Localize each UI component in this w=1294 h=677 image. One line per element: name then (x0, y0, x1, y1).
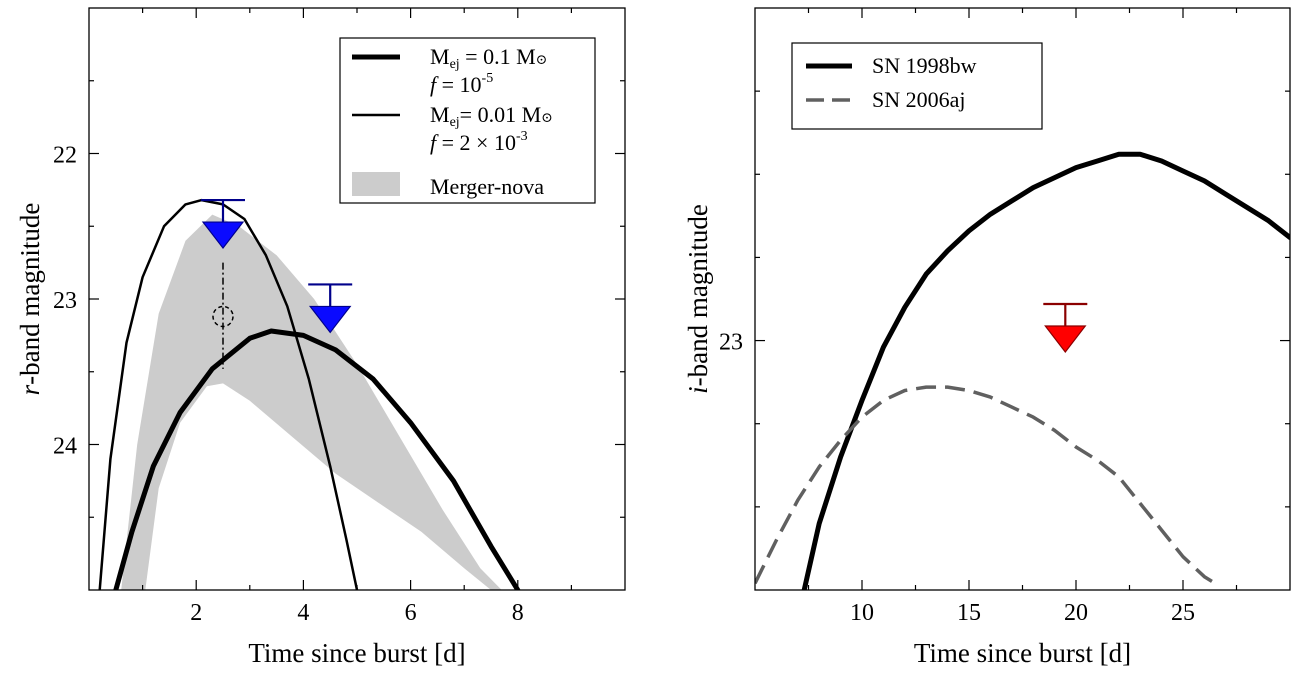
merger-nova-band (121, 214, 502, 590)
legend-box (791, 42, 1043, 130)
x-tick-label: 6 (405, 600, 417, 626)
legend-text-span: M (430, 102, 450, 127)
legend-text-span: = 0.1 M (460, 44, 536, 69)
legend-solar-symbol: ⊙ (536, 53, 548, 68)
x-tick-label: 8 (512, 600, 524, 626)
upper-limit-arrow (1044, 325, 1087, 353)
legend-text-span: = 0.01 M (460, 102, 541, 127)
legend-subscript: ej (450, 57, 460, 72)
legend-label: Mej= 0.01 M⊙ (430, 102, 553, 130)
legend-italic: f (430, 130, 439, 155)
plot-area (755, 151, 1290, 590)
plot-area (98, 198, 521, 590)
y-axis-label-italic: i (683, 386, 713, 394)
upper-limit-marker (1043, 302, 1088, 353)
legend-label: Mej = 0.1 M⊙ (430, 44, 547, 72)
x-tick-label: 15 (957, 600, 981, 626)
x-tick-label: 20 (1064, 600, 1088, 626)
y-tick-label: 22 (53, 143, 77, 169)
x-tick-label: 4 (297, 600, 309, 626)
y-tick-label: 23 (719, 330, 743, 356)
x-tick-label: 10 (850, 600, 874, 626)
series-line-thick-0 (113, 328, 521, 590)
y-axis-label: i-band magnitude (683, 204, 713, 394)
x-tick-label: 25 (1171, 600, 1195, 626)
upper-limit-arrow (201, 221, 245, 250)
legend-label: SN 2006aj (872, 87, 966, 112)
legend-label: f = 2 × 10-3 (430, 129, 528, 155)
right-panel-i-band: 10 15 20 25 23 Time since burst [d] i-band mag… (683, 7, 1291, 668)
upper-limit-arrow (308, 305, 352, 334)
legend-superscript: -3 (516, 129, 528, 144)
legend-italic: f (430, 72, 439, 97)
legend-text-span: = 10 (436, 72, 481, 97)
legend-label: f = 10-5 (430, 71, 493, 97)
legend-solar-symbol: ⊙ (541, 111, 553, 126)
y-tick-label: 24 (53, 434, 77, 460)
x-axis-label: Time since burst [d] (914, 638, 1131, 668)
legend-swatch-band (352, 172, 400, 196)
series-line-sn-1998bw (801, 151, 1290, 590)
upper-limit-marker (308, 283, 353, 334)
y-axis-label-text: -band magnitude (683, 204, 713, 386)
legend-label: Merger-nova (430, 174, 544, 199)
legend-text-span: M (430, 44, 450, 69)
detection-point (212, 305, 234, 328)
y-axis-label-italic: r (15, 384, 45, 395)
series-line-sn-2006aj (755, 385, 1217, 585)
legend-superscript: -5 (482, 71, 494, 86)
x-tick-label: 2 (190, 600, 202, 626)
legend-label: SN 1998bw (872, 53, 977, 78)
y-axis-label-text: -band magnitude (15, 203, 45, 385)
legend-subscript: ej (450, 115, 460, 130)
y-tick-label: 23 (53, 288, 77, 314)
y-axis-label: r-band magnitude (15, 203, 45, 396)
x-axis-label: Time since burst [d] (248, 638, 465, 668)
upper-limit-marker (201, 198, 245, 250)
legend-text-span: = 2 × 10 (436, 130, 516, 155)
